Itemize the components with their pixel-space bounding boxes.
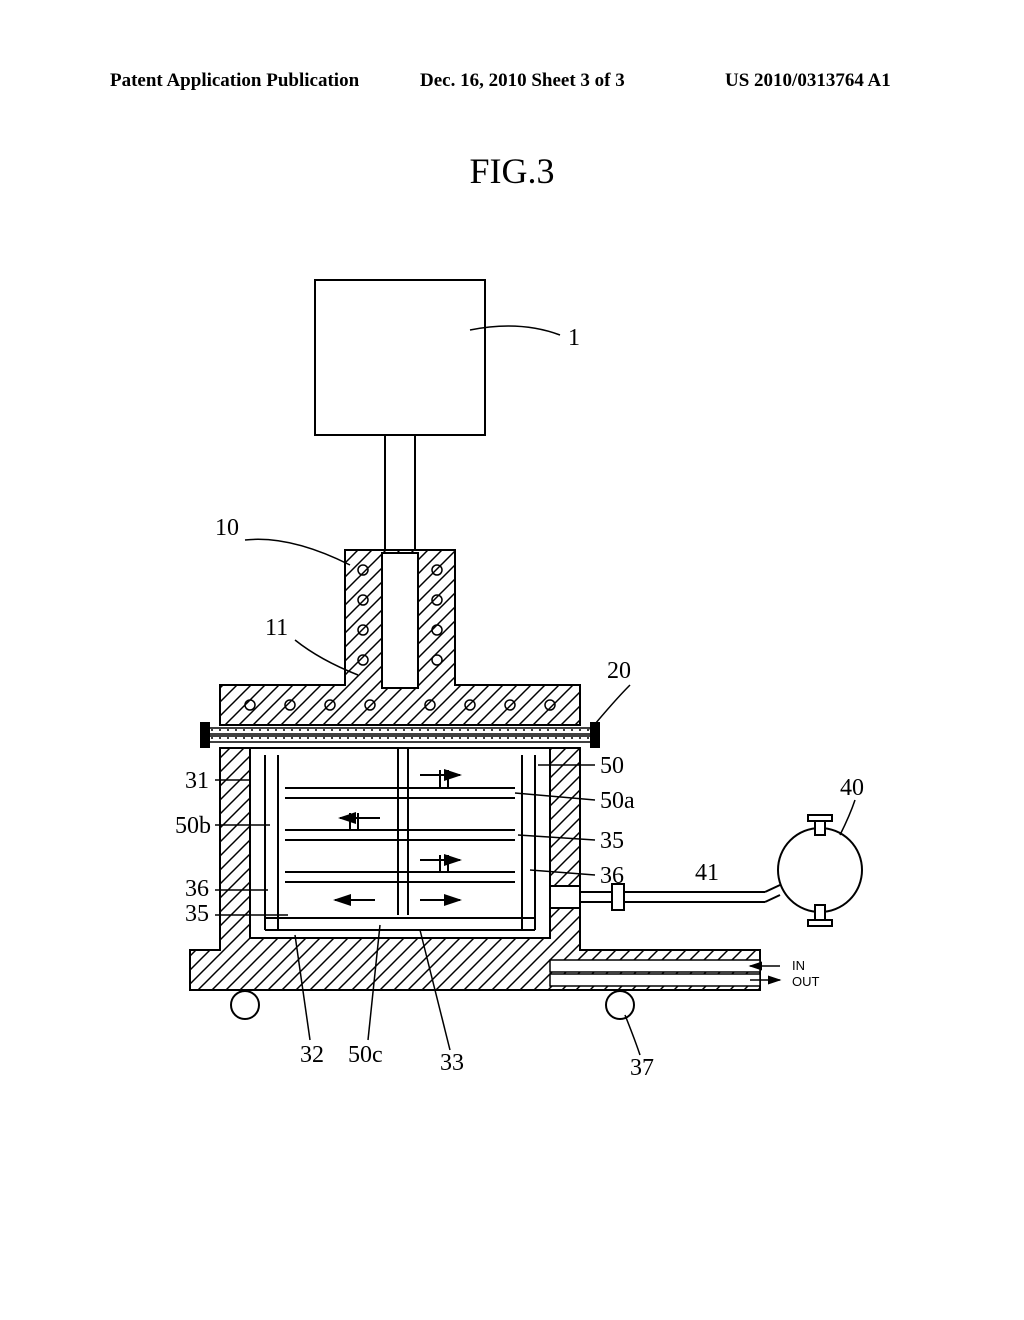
label-41: 41 <box>695 860 719 886</box>
pump-bot-nub <box>815 905 825 920</box>
label-32: 32 <box>300 1042 324 1068</box>
label-33: 33 <box>440 1050 464 1076</box>
label-35-left: 35 <box>185 901 209 927</box>
plate-row1 <box>205 728 595 734</box>
patent-figure: 1 10 11 20 31 50b 36 35 50 50a 35 3 <box>120 270 940 1090</box>
label-10: 10 <box>215 515 239 541</box>
label-36-left: 36 <box>185 876 209 902</box>
header-right: US 2010/0313764 A1 <box>725 70 891 92</box>
label-35-right: 35 <box>600 828 624 854</box>
label-37: 37 <box>630 1055 654 1081</box>
figure-title: FIG.3 <box>0 150 1024 192</box>
label-in: IN <box>792 958 805 973</box>
label-20: 20 <box>607 658 631 684</box>
header-left: Patent Application Publication <box>110 70 359 92</box>
label-50b: 50b <box>175 813 211 839</box>
io-channel-in <box>550 960 760 972</box>
pump-bot-flange <box>808 920 832 926</box>
wheel-right <box>606 991 634 1019</box>
lower-cavity <box>250 748 550 938</box>
motor-shaft <box>385 435 415 550</box>
label-50a: 50a <box>600 788 635 814</box>
label-40: 40 <box>840 775 864 801</box>
plate-clamp-right <box>590 722 600 748</box>
pump-top-flange <box>808 815 832 821</box>
label-out: OUT <box>792 974 820 989</box>
plate-clamp-left <box>200 722 210 748</box>
pump-inlet1 <box>765 885 780 892</box>
label-50: 50 <box>600 753 624 779</box>
pump-body <box>778 828 862 912</box>
label-36-right: 36 <box>600 863 624 889</box>
io-channel-out <box>550 974 760 986</box>
header-mid: Dec. 16, 2010 Sheet 3 of 3 <box>420 70 625 92</box>
label-1: 1 <box>568 325 580 351</box>
label-50c: 50c <box>348 1042 383 1068</box>
label-31: 31 <box>185 768 209 794</box>
motor-block <box>315 280 485 435</box>
upper-bore <box>382 553 418 688</box>
pump-inlet2 <box>765 895 780 902</box>
plate-row2 <box>205 736 595 742</box>
pump-top-nub <box>815 820 825 835</box>
wheel-left <box>231 991 259 1019</box>
outlet-hole <box>550 886 580 908</box>
label-11: 11 <box>265 615 288 641</box>
